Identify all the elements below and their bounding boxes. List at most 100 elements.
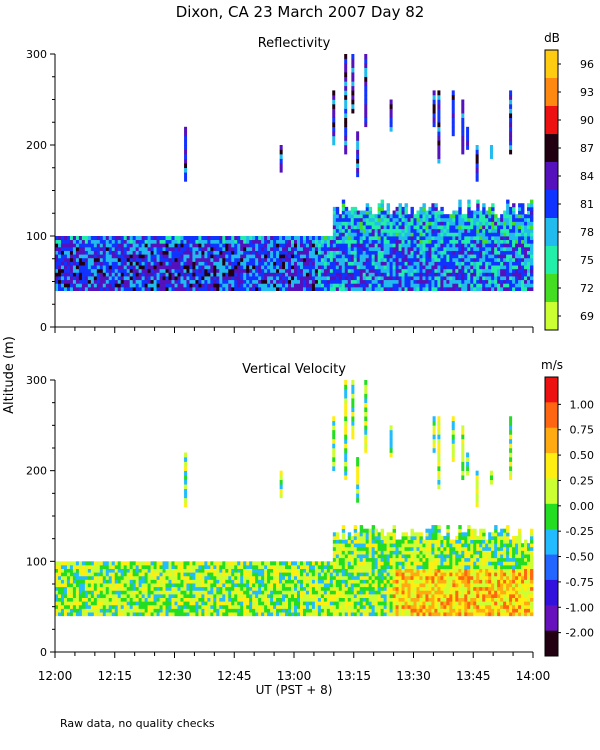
heatmap-cell bbox=[518, 214, 522, 219]
heatmap-cell bbox=[389, 254, 393, 259]
heatmap-cell bbox=[305, 579, 310, 584]
heatmap-cell bbox=[455, 283, 459, 288]
heatmap-cell bbox=[108, 272, 113, 277]
heatmap-cell bbox=[237, 601, 241, 606]
heatmap-cell bbox=[123, 243, 128, 248]
heatmap-cell bbox=[96, 608, 101, 613]
heatmap-cell bbox=[210, 236, 214, 241]
heatmap-cell bbox=[273, 564, 277, 569]
heatmap-cell bbox=[75, 575, 80, 580]
heatmap-cell bbox=[380, 206, 385, 211]
heatmap-cell bbox=[383, 257, 388, 262]
heatmap-cell bbox=[386, 203, 390, 208]
heatmap-cell bbox=[296, 265, 301, 270]
heatmap-cell bbox=[84, 564, 89, 569]
heatmap-cell bbox=[57, 586, 62, 591]
heatmap-cell bbox=[515, 228, 519, 233]
heatmap-cell bbox=[57, 243, 62, 248]
heatmap-cell bbox=[165, 579, 169, 584]
heatmap-cell bbox=[180, 272, 184, 277]
heatmap-cell bbox=[150, 568, 154, 573]
heatmap-cell bbox=[344, 265, 349, 270]
heatmap-cell bbox=[189, 597, 193, 602]
heatmap-cell bbox=[419, 268, 423, 273]
heatmap-cell bbox=[509, 131, 513, 137]
heatmap-cell bbox=[476, 225, 480, 230]
heatmap-cell bbox=[60, 586, 65, 591]
heatmap-cell bbox=[362, 276, 367, 281]
heatmap-cell bbox=[407, 221, 411, 226]
heatmap-cell bbox=[401, 214, 405, 219]
heatmap-cell bbox=[404, 276, 408, 281]
heatmap-cell bbox=[362, 239, 367, 244]
heatmap-cell bbox=[210, 257, 214, 262]
heatmap-cell bbox=[288, 246, 292, 251]
heatmap-cell bbox=[434, 257, 438, 262]
heatmap-cell bbox=[308, 268, 313, 273]
heatmap-cell bbox=[380, 528, 385, 533]
heatmap-cell bbox=[338, 572, 343, 577]
heatmap-cell bbox=[72, 246, 77, 251]
heatmap-cell bbox=[120, 579, 125, 584]
heatmap-cell bbox=[341, 539, 346, 544]
heatmap-cell bbox=[326, 254, 331, 259]
heatmap-cell bbox=[285, 286, 289, 291]
heatmap-cell bbox=[138, 286, 143, 291]
heatmap-cell bbox=[356, 593, 361, 598]
heatmap-cell bbox=[132, 612, 137, 617]
heatmap-cell bbox=[347, 254, 352, 259]
heatmap-cell bbox=[410, 239, 414, 244]
heatmap-cell bbox=[524, 217, 528, 222]
heatmap-cell bbox=[302, 239, 307, 244]
heatmap-cell bbox=[341, 593, 346, 598]
heatmap-cell bbox=[449, 239, 453, 244]
heatmap-cell bbox=[105, 276, 110, 281]
heatmap-cell bbox=[228, 590, 232, 595]
heatmap-cell bbox=[153, 572, 157, 577]
heatmap-cell bbox=[186, 568, 190, 573]
heatmap-cell bbox=[527, 203, 531, 208]
heatmap-cell bbox=[189, 612, 193, 617]
heatmap-cell bbox=[422, 283, 426, 288]
heatmap-cell bbox=[60, 286, 65, 291]
heatmap-cell bbox=[386, 268, 390, 273]
heatmap-cell bbox=[332, 268, 337, 273]
heatmap-cell bbox=[246, 608, 250, 613]
heatmap-cell bbox=[156, 254, 160, 259]
heatmap-cell bbox=[135, 608, 140, 613]
heatmap-cell bbox=[314, 279, 319, 284]
heatmap-cell bbox=[219, 561, 223, 566]
heatmap-cell bbox=[413, 276, 417, 281]
heatmap-cell bbox=[177, 243, 181, 248]
heatmap-cell bbox=[374, 265, 379, 270]
heatmap-cell bbox=[440, 206, 444, 211]
heatmap-cell bbox=[240, 579, 244, 584]
heatmap-cell bbox=[473, 272, 477, 277]
heatmap-cell bbox=[335, 612, 340, 617]
heatmap-cell bbox=[347, 535, 352, 540]
heatmap-cell bbox=[129, 601, 134, 606]
heatmap-cell bbox=[189, 257, 193, 262]
heatmap-cell bbox=[285, 250, 289, 255]
heatmap-cell bbox=[338, 546, 343, 551]
heatmap-cell bbox=[270, 593, 274, 598]
heatmap-cell bbox=[485, 210, 489, 215]
heatmap-cell bbox=[491, 228, 495, 233]
heatmap-cell bbox=[398, 203, 402, 208]
heatmap-cell bbox=[219, 268, 223, 273]
heatmap-cell bbox=[437, 286, 441, 291]
heatmap-cell bbox=[180, 250, 184, 255]
heatmap-cell bbox=[291, 583, 295, 588]
heatmap-cell bbox=[177, 239, 181, 244]
heatmap-cell bbox=[111, 590, 116, 595]
heatmap-cell bbox=[353, 246, 358, 251]
heatmap-cell bbox=[332, 554, 337, 559]
heatmap-cell bbox=[105, 236, 110, 241]
heatmap-cell bbox=[335, 257, 340, 262]
heatmap-cell bbox=[475, 176, 479, 182]
heatmap-cell bbox=[476, 265, 480, 270]
heatmap-cell bbox=[311, 254, 316, 259]
heatmap-cell bbox=[171, 246, 175, 251]
heatmap-cell bbox=[359, 228, 364, 233]
heatmap-cell bbox=[216, 257, 220, 262]
